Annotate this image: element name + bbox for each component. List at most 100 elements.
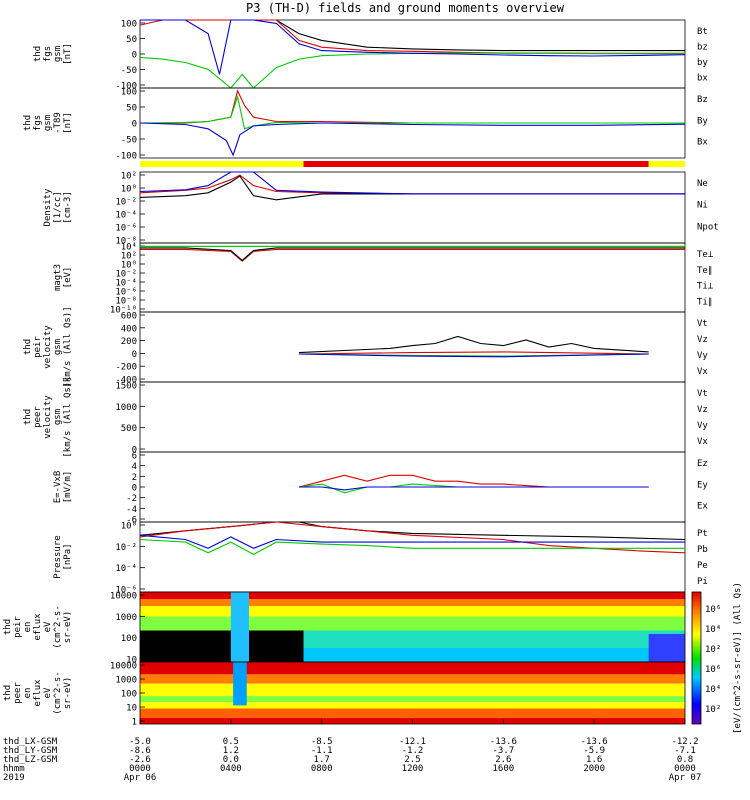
y-axis-title: thd fgs gsm [nT] — [33, 43, 73, 65]
legend-ve-1: Vz — [697, 405, 708, 415]
y-axis-title-line: [mV/m] — [63, 471, 73, 504]
x-col-lz: 2.5 — [404, 755, 420, 765]
y-tick-label: 50 — [126, 104, 137, 114]
y-tick-label: 0 — [132, 120, 137, 130]
legend-vi-1: Vz — [697, 335, 708, 345]
x-col-lx: -12.1 — [399, 737, 426, 747]
y-axis-title-line: peer — [13, 682, 23, 704]
legend-fgs_sm-0: Bz — [697, 95, 708, 105]
y-axis-title-line: E=-VxB — [53, 471, 63, 504]
series-fgs-bz — [139, 19, 685, 54]
x-col-hhmm: 0000 — [129, 764, 151, 774]
legend-temp-3: Ti∥ — [697, 297, 712, 307]
series-fgs_sm-Bx — [139, 122, 686, 157]
y-tick-label: 10⁰ — [121, 522, 137, 532]
x-col-lx: -5.0 — [129, 737, 151, 747]
x-row-label: thd_LY-GSM — [3, 746, 58, 756]
legend-fgs-2: by — [697, 58, 708, 68]
panel-el_spec: 10000 1000 100 10 1 thd peer en eflux eV (cm^2-s-s… — [3, 662, 686, 728]
y-tick-label: -6 — [126, 516, 137, 526]
y-tick-label: 4 — [132, 462, 137, 472]
y-tick-label: -50 — [121, 136, 137, 146]
y-tick-label: 400 — [121, 324, 137, 334]
y-axis-title-line: [nT] — [63, 43, 73, 65]
x-col-ly: -3.7 — [492, 746, 514, 756]
ion-spec-nodata — [140, 630, 304, 662]
y-tick-label: 0 — [132, 484, 137, 494]
legend-temp-1: Te∥ — [697, 266, 712, 276]
x-col-hhmm: 0000 — [674, 764, 696, 774]
y-axis-title: thd peir velocity gsm [km/s (All Qs)] — [23, 306, 73, 387]
y-tick-label: 10² — [121, 172, 137, 182]
legend-fgs_sm-1: By — [697, 116, 708, 126]
y-tick-label: 1500 — [115, 382, 137, 392]
y-tick-label: 10⁰ — [121, 261, 137, 271]
y-axis-title: thd peer velocity gsm [km/s (All Qs)] — [23, 376, 73, 457]
series-vi-Vt — [298, 335, 649, 354]
x-col-ly: -7.1 — [674, 746, 696, 756]
y-axis-title-line: thd — [3, 685, 13, 701]
y-tick-label: 0 — [132, 446, 137, 456]
panel-ion_spec: 10000 1000 100 10 thd peir en eflux eV (cm^2-s-sr… — [3, 592, 686, 666]
y-tick-label: 10⁻² — [115, 543, 137, 553]
x-col-lx: -13.6 — [490, 737, 517, 747]
legend-pressure-2: Pe — [697, 561, 708, 571]
flag-segment-1 — [303, 161, 649, 167]
y-tick-label: 0 — [132, 350, 137, 360]
panel-ve: 1500 1000 500 0 thd peer velocity gsm [km/s (All… — [23, 376, 708, 457]
y-tick-label: 1000 — [115, 403, 137, 413]
y-axis-title-line: thd — [33, 46, 43, 62]
y-axis-title-line: [nPa] — [63, 543, 73, 570]
x-col-hhmm: 2000 — [583, 764, 605, 774]
y-axis-title-line: (cm^2-s- — [53, 671, 63, 714]
y-tick-label: 10 — [126, 704, 137, 714]
y-axis-title-line: [1/cc] — [53, 191, 63, 224]
y-tick-label: 10⁻⁶ — [115, 586, 137, 596]
series-temp-Te∥ — [140, 247, 685, 262]
y-axis-title-line: [km/s (All Qs)] — [63, 376, 73, 457]
el_spec-band-2 — [140, 683, 685, 697]
figure-title: P3 (TH-D) fields and ground moments over… — [246, 1, 565, 15]
legend-fgs-1: bz — [697, 43, 708, 53]
legend-fgs_sm-2: Bx — [697, 138, 708, 148]
series-vi-Vx — [298, 353, 649, 358]
y-tick-label: 100 — [121, 634, 137, 644]
y-axis-title-line: gsm — [53, 46, 63, 62]
y-axis-title-line: en — [23, 688, 33, 699]
y-axis-title: thd peir en eflux eV (cm^2-s-sr-eV) — [3, 605, 73, 648]
ion-spec-event — [230, 592, 249, 662]
x-row-label: 2019 — [3, 773, 25, 783]
x-col-ly: -5.9 — [583, 746, 605, 756]
y-axis-title: E=-VxB [mV/m] — [53, 471, 73, 504]
y-axis-title-line: sr-eV) — [63, 611, 73, 644]
x-col-lx: -12.2 — [671, 737, 698, 747]
y-axis-title-line: [nT] — [63, 112, 73, 134]
x-row-label: thd_LX-GSM — [3, 737, 58, 747]
y-axis-title-line: Density — [43, 188, 53, 227]
x-col-date: Apr 07 — [669, 773, 702, 783]
colorbar-gradient — [691, 591, 702, 725]
y-axis-title: thd peer en eflux eV (cm^2-s-sr-eV) — [3, 671, 73, 714]
panel-frame — [139, 381, 686, 453]
colorbar-tick-upper: 10² — [705, 645, 721, 655]
y-axis-title-line: velocity — [43, 395, 53, 439]
y-tick-label: -100 — [115, 82, 137, 92]
y-axis-title-line: sr-eV) — [63, 677, 73, 710]
y-tick-label: 2 — [132, 473, 137, 483]
ion_spec-band-2 — [140, 606, 685, 617]
x-row-label: hhmm — [3, 764, 25, 774]
legend-pressure-0: Pt — [697, 529, 708, 539]
y-axis-title-line: -T89 — [53, 112, 63, 134]
y-axis-title: Density [1/cc] [cm-3] — [43, 188, 73, 227]
y-axis-title-line: velocity — [43, 325, 53, 369]
y-axis-title-line: eV — [43, 621, 53, 632]
legend-fgs-3: bx — [697, 74, 708, 84]
panel-frame — [139, 242, 686, 313]
y-tick-label: 100 — [121, 88, 137, 98]
ion_spec-band-0 — [140, 592, 685, 599]
y-tick-label: 0 — [132, 51, 137, 61]
y-axis-title-line: gsm — [43, 115, 53, 131]
